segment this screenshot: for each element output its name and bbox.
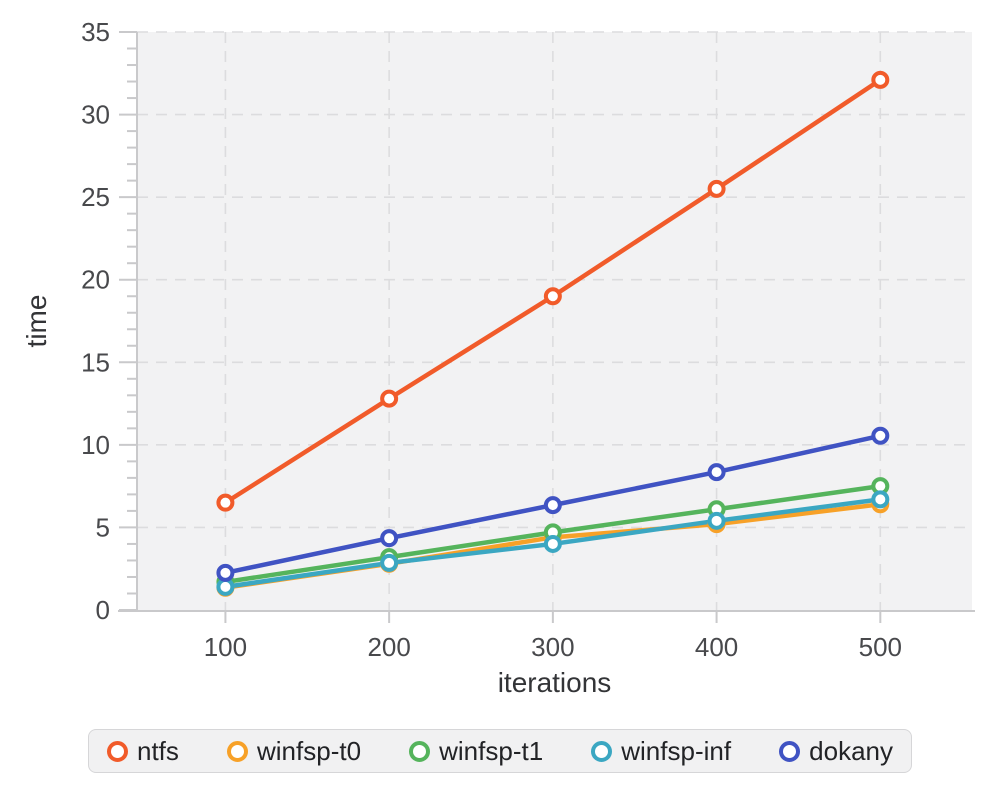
y-tick-label: 25 [81, 182, 110, 212]
data-point-ntfs [871, 70, 890, 89]
y-tick-label: 15 [81, 347, 110, 377]
data-point-ntfs [380, 389, 399, 408]
legend-label: winfsp-t1 [439, 736, 544, 766]
data-point-dokany [380, 529, 399, 548]
data-point-ntfs [707, 179, 726, 198]
x-tick-label: 400 [695, 632, 738, 662]
data-point-dokany [216, 563, 235, 582]
legend-marker-icon [227, 740, 248, 762]
legend-item-ntfs[interactable]: ntfs [107, 738, 179, 764]
x-tick-label: 500 [859, 632, 902, 662]
y-tick-label: 30 [81, 100, 110, 130]
x-tick-label: 100 [204, 632, 247, 662]
data-point-winfsp-inf [543, 534, 562, 553]
data-point-dokany [707, 463, 726, 482]
y-tick-label: 20 [81, 265, 110, 295]
legend: ntfs winfsp-t0 winfsp-t1 winfsp-inf dokany [88, 729, 912, 773]
legend-label: ntfs [137, 736, 179, 766]
y-tick-label: 0 [96, 595, 110, 625]
x-axis-title: iterations [498, 667, 612, 698]
legend-item-dokany[interactable]: dokany [779, 738, 893, 764]
y-axis-title: time [21, 295, 52, 348]
x-tick-label: 300 [531, 632, 574, 662]
x-tick-label: 200 [367, 632, 410, 662]
legend-item-winfsp-inf[interactable]: winfsp-inf [591, 738, 731, 764]
y-tick-label: 10 [81, 430, 110, 460]
legend-item-winfsp-t0[interactable]: winfsp-t0 [227, 738, 361, 764]
data-point-dokany [871, 426, 890, 445]
legend-marker-icon [779, 740, 801, 762]
data-point-ntfs [543, 287, 562, 306]
data-point-winfsp-inf [707, 511, 726, 530]
legend-item-winfsp-t1[interactable]: winfsp-t1 [409, 738, 543, 764]
data-point-ntfs [216, 493, 235, 512]
data-point-winfsp-inf [871, 490, 890, 509]
legend-marker-icon [591, 740, 613, 762]
legend-marker-icon [107, 740, 128, 762]
legend-label: winfsp-inf [621, 736, 732, 766]
legend-label: winfsp-t0 [257, 736, 362, 766]
legend-marker-icon [409, 740, 431, 762]
data-point-winfsp-inf [380, 553, 399, 572]
y-tick-label: 5 [96, 512, 110, 542]
legend-label: dokany [809, 736, 893, 766]
plot-area [137, 32, 972, 610]
y-tick-label: 35 [81, 17, 110, 47]
data-point-winfsp-inf [216, 577, 235, 596]
data-point-dokany [543, 496, 562, 515]
